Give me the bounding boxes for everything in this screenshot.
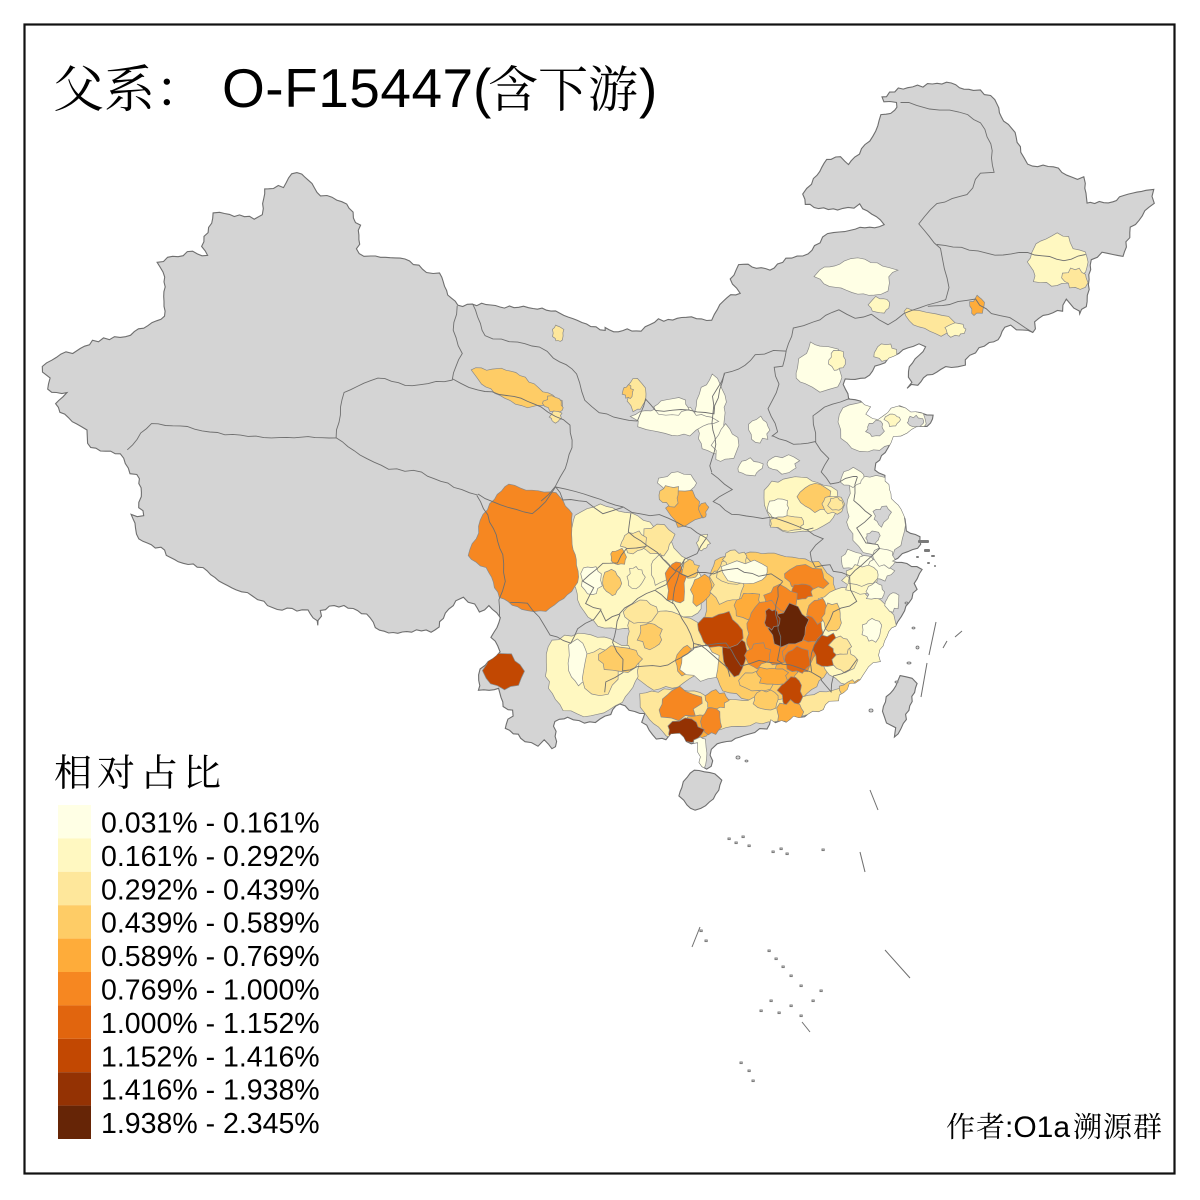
svg-text:1.152% - 1.416%: 1.152% - 1.416% <box>101 1041 320 1073</box>
svg-text:): ) <box>639 57 657 119</box>
svg-text:0.161% - 0.292%: 0.161% - 0.292% <box>101 841 320 873</box>
svg-text:1.000% - 1.152%: 1.000% - 1.152% <box>101 1008 320 1040</box>
svg-text:O-F15447: O-F15447 <box>222 57 474 119</box>
svg-text:0.292% - 0.439%: 0.292% - 0.439% <box>101 874 320 906</box>
svg-text:(: ( <box>473 57 491 119</box>
svg-text:0.589% - 0.769%: 0.589% - 0.769% <box>101 941 320 973</box>
svg-text:1.416% - 1.938%: 1.416% - 1.938% <box>101 1075 320 1107</box>
svg-text:0.769% - 1.000%: 0.769% - 1.000% <box>101 975 320 1007</box>
svg-text:1.938% - 2.345%: 1.938% - 2.345% <box>101 1108 320 1140</box>
svg-text:0.439% - 0.589%: 0.439% - 0.589% <box>101 908 320 940</box>
svg-text:0.031% - 0.161%: 0.031% - 0.161% <box>101 808 320 840</box>
svg-text::O1a: :O1a <box>1005 1111 1070 1144</box>
